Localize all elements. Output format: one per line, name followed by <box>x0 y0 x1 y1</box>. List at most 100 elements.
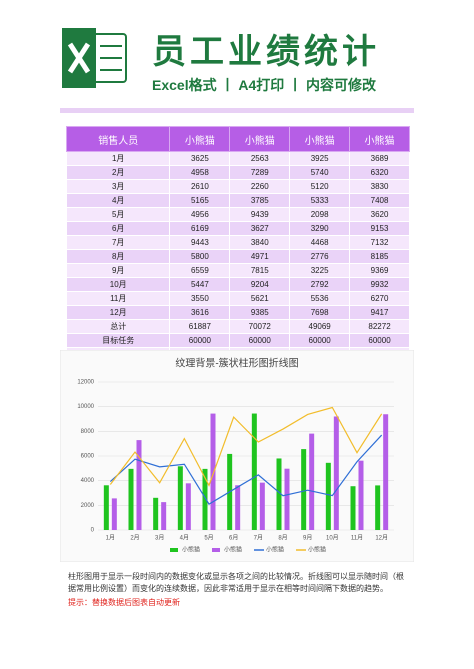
cell: 3290 <box>289 221 351 236</box>
x-tick-label: 5月 <box>204 535 213 542</box>
chart: 纹理背景-簇状柱形图折线图 0 2000 4000 6000 8000 10000 1200… <box>60 350 414 562</box>
cell: 2563 <box>229 151 291 166</box>
cell: 3840 <box>229 235 291 250</box>
table: 销售人员 小熊猫 小熊猫 小熊猫 小熊猫 1月 3625 2563 3925 3689 2月 4958… <box>65 126 410 362</box>
table-row: 8月 5800 4971 2776 8185 <box>65 249 410 264</box>
x-tick-label: 11月 <box>351 535 363 542</box>
cell: 3550 <box>169 291 231 306</box>
cell: 5800 <box>169 249 231 264</box>
cell: 9385 <box>229 305 291 320</box>
subtitle: Excel格式 丨 A4打印 丨 内容可修改 <box>152 77 377 93</box>
excel-logo <box>62 28 127 88</box>
cell: 7月 <box>65 235 171 250</box>
cell: 60000 <box>349 333 410 348</box>
cell: 7815 <box>229 263 291 278</box>
x-tick-label: 7月 <box>254 535 263 542</box>
legend-swatch <box>212 548 220 552</box>
table-row: 4月 5165 3785 5333 7408 <box>65 193 410 208</box>
y-tick-label: 6000 <box>81 454 95 460</box>
bar <box>325 462 331 530</box>
cell: 61887 <box>169 319 231 334</box>
cell: 5621 <box>229 291 291 306</box>
header-cell: 小熊猫 <box>229 126 291 152</box>
cell: 60000 <box>169 333 231 348</box>
cell: 7132 <box>349 235 410 250</box>
tip: 提示：替换数据后图表自动更新 <box>68 598 180 607</box>
line <box>109 406 383 487</box>
cell: 2792 <box>289 277 351 292</box>
bar <box>128 468 134 530</box>
legend-label: 小熊猫 <box>224 546 242 554</box>
bar <box>383 414 389 530</box>
x-tick-label: 12月 <box>375 535 388 542</box>
cell: 9932 <box>349 277 410 292</box>
y-tick-label: 4000 <box>81 478 95 484</box>
bar <box>136 440 142 530</box>
bar <box>153 497 159 530</box>
cell: 7408 <box>349 193 410 208</box>
bar <box>202 468 208 530</box>
bar <box>350 486 356 530</box>
x-tick-label: 4月 <box>180 535 189 542</box>
cell: 9月 <box>65 263 171 278</box>
cell: 4958 <box>169 165 231 180</box>
table-row: 9月 6559 7815 3225 9369 <box>65 263 410 278</box>
cell: 3620 <box>349 207 410 222</box>
cell: 4956 <box>169 207 231 222</box>
table-row: 3月 2610 2260 5120 3830 <box>65 179 410 194</box>
cell: 6320 <box>349 165 410 180</box>
y-tick-label: 8000 <box>81 429 95 435</box>
cell: 7289 <box>229 165 291 180</box>
cell: 9153 <box>349 221 410 236</box>
divider <box>60 108 414 113</box>
table-row: 6月 6169 3627 3290 9153 <box>65 221 410 236</box>
cell: 3225 <box>289 263 351 278</box>
cell: 70072 <box>229 319 291 334</box>
cell: 8月 <box>65 249 171 264</box>
bar <box>111 498 117 530</box>
y-tick-label: 10000 <box>77 404 94 410</box>
cell: 3616 <box>169 305 231 320</box>
bar <box>358 460 364 530</box>
legend-label: 小熊猫 <box>266 546 284 554</box>
cell: 3925 <box>289 151 351 166</box>
cell: 2月 <box>65 165 171 180</box>
x-tick-label: 9月 <box>303 535 312 542</box>
cell: 5333 <box>289 193 351 208</box>
bar <box>177 466 183 530</box>
cell: 6270 <box>349 291 410 306</box>
bar <box>161 502 167 530</box>
legend-label: 小熊猫 <box>308 546 326 554</box>
table-row: 5月 4956 9439 2098 3620 <box>65 207 410 222</box>
line <box>109 434 383 505</box>
bar <box>276 458 282 530</box>
legend-label: 小熊猫 <box>182 546 200 554</box>
cell: 5536 <box>289 291 351 306</box>
cell: 3627 <box>229 221 291 236</box>
legend-swatch <box>170 548 178 552</box>
header-cell: 小熊猫 <box>289 126 351 152</box>
cell: 11月 <box>65 291 171 306</box>
cell: 4468 <box>289 235 351 250</box>
cell: 60000 <box>229 333 291 348</box>
header-cell: 小熊猫 <box>349 126 410 152</box>
bar <box>235 485 241 530</box>
bar <box>103 485 109 530</box>
bar <box>210 413 216 530</box>
cell: 3830 <box>349 179 410 194</box>
cell: 2776 <box>289 249 351 264</box>
cell: 6月 <box>65 221 171 236</box>
bar <box>309 433 315 530</box>
cell: 60000 <box>289 333 351 348</box>
table-row: 7月 9443 3840 4468 7132 <box>65 235 410 250</box>
header-cell: 销售人员 <box>65 126 171 152</box>
bar <box>185 483 191 530</box>
y-tick-label: 0 <box>91 528 95 534</box>
x-tick-label: 3月 <box>155 535 164 542</box>
bar <box>259 482 265 530</box>
cell: 12月 <box>65 305 171 320</box>
cell: 总计 <box>65 319 171 334</box>
cell: 4月 <box>65 193 171 208</box>
table-row: 总计 61887 70072 49069 82272 <box>65 319 410 334</box>
